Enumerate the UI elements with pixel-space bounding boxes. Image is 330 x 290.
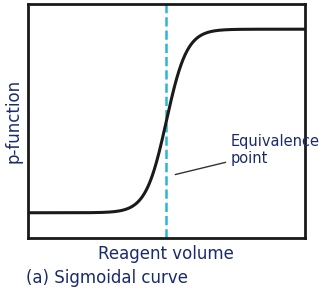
Y-axis label: p-function: p-function [4,79,22,163]
Text: (a) Sigmoidal curve: (a) Sigmoidal curve [26,269,188,287]
Text: Equivalence
point: Equivalence point [175,134,320,175]
X-axis label: Reagent volume: Reagent volume [98,245,234,263]
